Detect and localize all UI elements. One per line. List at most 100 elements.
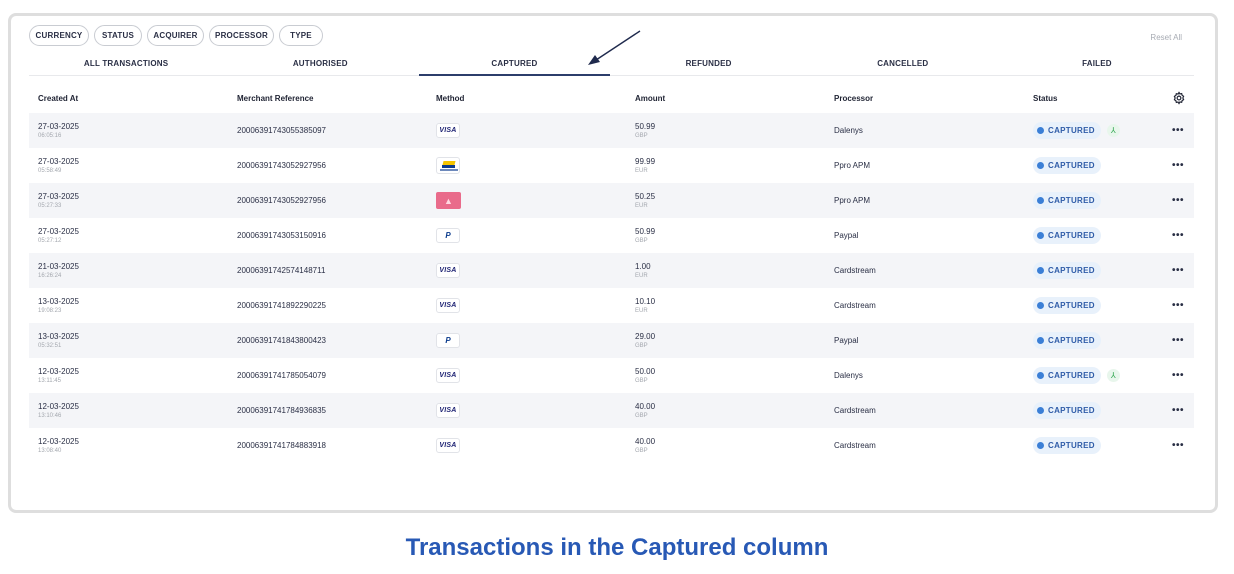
table-row[interactable]: 13-03-2025 19:08:23 20006391741892290225… [29,288,1194,323]
status-label: CAPTURED [1048,301,1095,310]
status-cell: CAPTURED [1033,297,1101,314]
row-actions-icon[interactable]: ••• [1172,300,1185,311]
tab-authorised[interactable]: AUTHORISED [292,59,348,68]
amount-cell: 29.00 GBP [635,332,655,350]
paypal-icon: P [436,228,460,243]
created-time: 13:08:40 [38,447,62,454]
created-at-cell: 12-03-2025 13:08:40 [38,437,79,455]
status-label: CAPTURED [1048,161,1095,170]
row-actions-icon[interactable]: ••• [1172,160,1185,171]
gear-icon[interactable] [1172,90,1186,107]
merchant-reference[interactable]: 20006391741785054079 [237,371,326,380]
method-label: P [445,336,451,345]
merchant-reference[interactable]: 20006391742574148711 [237,266,326,275]
created-date: 21-03-2025 [38,261,79,271]
merchant-reference[interactable]: 20006391743055385097 [237,126,326,135]
paypal-icon: P [436,333,460,348]
amount-cell: 50.00 GBP [635,367,655,385]
col-processor[interactable]: Processor [834,94,874,103]
merchant-reference[interactable]: 20006391741843800423 [237,336,326,345]
table-row[interactable]: 27-03-2025 05:27:33 20006391743052927956… [29,183,1194,218]
status-dot-icon [1037,372,1044,379]
amount-cell: 1.00 EUR [635,262,651,280]
row-actions-icon[interactable]: ••• [1172,370,1185,381]
amount-value: 40.00 [635,436,656,446]
table-row[interactable]: 12-03-2025 13:10:46 20006391741784936835… [29,393,1194,428]
amount-cell: 50.25 EUR [635,192,655,210]
processor-name: Dalenys [834,371,863,380]
table-row[interactable]: 12-03-2025 13:08:40 20006391741784883918… [29,428,1194,463]
method-cell: VISA [436,123,460,138]
amount-currency: GBP [635,447,648,454]
filter-status[interactable]: STATUS [94,25,142,46]
table-row[interactable]: 13-03-2025 05:32:51 20006391741843800423… [29,323,1194,358]
method-cell: ▲ [436,192,461,209]
row-actions-icon[interactable]: ••• [1172,335,1185,346]
col-created-at[interactable]: Created At [38,94,79,103]
method-cell: VISA [436,368,460,383]
method-label: P [445,231,451,240]
amount-cell: 99.99 EUR [635,157,655,175]
split-icon[interactable]: ⅄ [1106,369,1120,382]
row-actions-icon[interactable]: ••• [1172,125,1185,136]
row-actions-icon[interactable]: ••• [1172,405,1185,416]
table-row[interactable]: 27-03-2025 05:27:12 20006391743053150916… [29,218,1194,253]
col-merchant-reference[interactable]: Merchant Reference [237,94,314,103]
status-badge: CAPTURED [1033,367,1101,384]
merchant-reference[interactable]: 20006391743052927956 [237,196,326,205]
processor-name: Ppro APM [834,161,871,170]
reset-all-link[interactable]: Reset All [1150,33,1182,42]
merchant-reference[interactable]: 20006391741784883918 [237,441,326,450]
created-at-cell: 21-03-2025 16:26:24 [38,262,79,280]
col-amount[interactable]: Amount [635,94,666,103]
created-at-cell: 12-03-2025 13:10:46 [38,402,79,420]
filter-bar: CURRENCY STATUS ACQUIRER PROCESSOR TYPE [29,25,323,46]
merchant-reference[interactable]: 20006391741892290225 [237,301,326,310]
row-actions-icon[interactable]: ••• [1172,440,1185,451]
status-dot-icon [1037,302,1044,309]
tab-all-transactions[interactable]: ALL TRANSACTIONS [83,59,169,68]
status-label: CAPTURED [1048,371,1095,380]
visa-icon: VISA [436,438,460,453]
amount-cell: 10.10 EUR [635,297,655,315]
filter-currency[interactable]: CURRENCY [29,25,89,46]
status-badge: CAPTURED [1033,262,1101,279]
status-badge: CAPTURED [1033,122,1101,139]
merchant-reference[interactable]: 20006391741784936835 [237,406,326,415]
status-badge: CAPTURED [1033,227,1101,244]
split-icon[interactable]: ⅄ [1106,124,1120,137]
tab-failed[interactable]: FAILED [1082,59,1112,68]
method-cell: VISA [436,263,460,278]
filter-acquirer[interactable]: ACQUIRER [147,25,204,46]
col-status[interactable]: Status [1033,94,1058,103]
status-label: CAPTURED [1048,126,1095,135]
table-row[interactable]: 27-03-2025 05:58:49 20006391743052927956… [29,148,1194,183]
merchant-reference[interactable]: 20006391743052927956 [237,161,326,170]
created-time: 16:26:24 [38,272,62,279]
amount-value: 50.99 [635,121,656,131]
merchant-reference[interactable]: 20006391743053150916 [237,231,326,240]
visa-icon: VISA [436,298,460,313]
filter-type[interactable]: TYPE [279,25,323,46]
status-dot-icon [1037,162,1044,169]
status-cell: CAPTURED [1033,262,1101,279]
table-row[interactable]: 21-03-2025 16:26:24 20006391742574148711… [29,253,1194,288]
status-dot-icon [1037,442,1044,449]
processor-name: Cardstream [834,406,876,415]
table-row[interactable]: 12-03-2025 13:11:45 20006391741785054079… [29,358,1194,393]
amount-value: 29.00 [635,331,656,341]
tab-cancelled[interactable]: CANCELLED [877,59,929,68]
table-row[interactable]: 27-03-2025 06:05:16 20006391743055385097… [29,113,1194,148]
filter-processor[interactable]: PROCESSOR [209,25,274,46]
row-actions-icon[interactable]: ••• [1172,265,1185,276]
row-actions-icon[interactable]: ••• [1172,230,1185,241]
table-body: 27-03-2025 06:05:16 20006391743055385097… [29,113,1194,463]
tab-refunded[interactable]: REFUNDED [685,59,732,68]
created-date: 27-03-2025 [38,156,79,166]
row-actions-icon[interactable]: ••• [1172,195,1185,206]
col-method[interactable]: Method [436,94,465,103]
tab-captured[interactable]: CAPTURED [417,53,611,76]
status-cell: CAPTURED [1033,437,1101,454]
status-dot-icon [1037,197,1044,204]
created-time: 05:58:49 [38,167,62,174]
